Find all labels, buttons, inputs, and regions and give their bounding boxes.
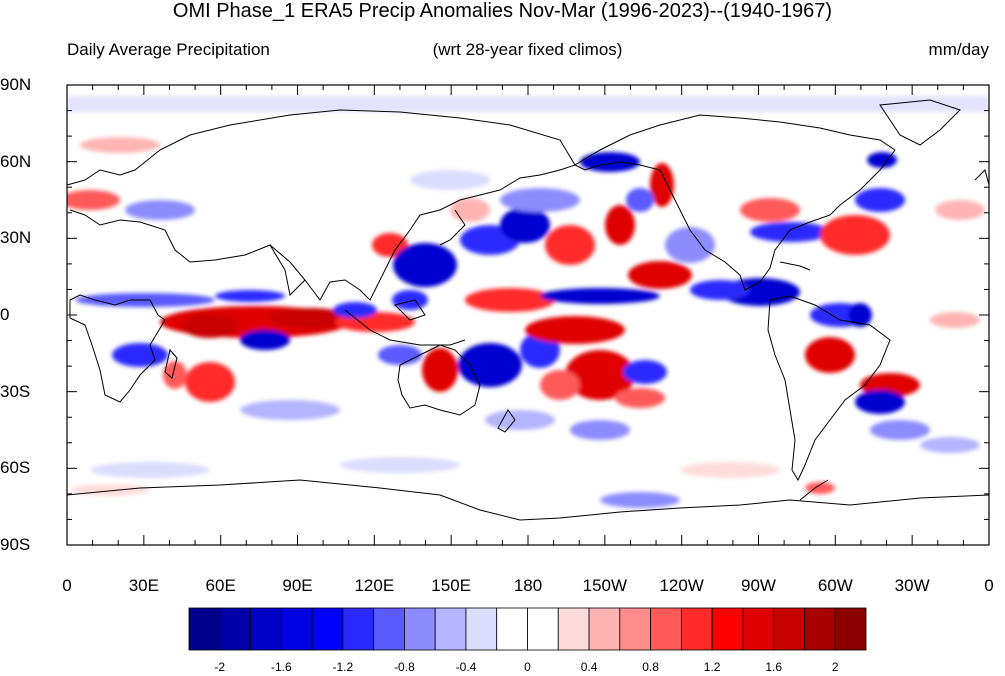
colorbar <box>188 607 867 651</box>
colorbar-swatch <box>496 607 528 651</box>
colorbar-tick-label: 0.4 <box>580 660 598 674</box>
lon-label: 60E <box>205 576 236 595</box>
lat-label: 30N <box>0 228 32 248</box>
colorbar-tick-label: -0.4 <box>455 660 477 674</box>
units-label: mm/day <box>928 40 989 59</box>
colorbar-swatch <box>588 607 621 651</box>
colorbar-swatch <box>404 607 436 651</box>
colorbar-swatch <box>311 607 344 651</box>
lon-label: 30W <box>894 576 930 595</box>
colorbar-tick-label: -1.6 <box>270 660 292 674</box>
lat-label: 60S <box>0 458 31 478</box>
lon-label: 120W <box>659 576 704 595</box>
lon-label: 0 <box>62 576 72 595</box>
colorbar-swatch <box>434 607 467 651</box>
colorbar-swatch <box>250 607 282 651</box>
colorbar-tick-label: -1.2 <box>332 660 354 674</box>
colorbar-swatch <box>680 607 713 651</box>
lon-label: 30E <box>128 576 159 595</box>
subtitle-left: Daily Average Precipitation <box>67 40 270 59</box>
subtitle-center: (wrt 28-year fixed climos) <box>432 40 623 59</box>
colorbar-tick-label: 1.2 <box>703 660 721 674</box>
colorbar-swatch <box>619 607 651 651</box>
colorbar-swatch <box>373 607 405 651</box>
colorbar-swatch <box>742 607 775 651</box>
coastlines <box>67 99 989 521</box>
colorbar-swatch <box>773 607 805 651</box>
axis-ticks <box>66 84 990 546</box>
colorbar-tick-label: 1.6 <box>765 660 783 674</box>
colorbar-tick-label: -0.8 <box>394 660 415 674</box>
lon-label: 150E <box>431 576 471 595</box>
lon-label: 90E <box>282 576 313 595</box>
colorbar-swatch <box>188 607 221 651</box>
colorbar-swatch <box>804 607 836 651</box>
colorbar-tick-label: 0.8 <box>642 660 659 674</box>
colorbar-tick-label: -2 <box>214 660 226 674</box>
colorbar-swatch <box>280 607 313 651</box>
lon-label: 60W <box>817 576 853 595</box>
colorbar-swatch <box>342 607 375 651</box>
lat-label: 60N <box>0 151 32 171</box>
colorbar-swatch <box>465 607 498 651</box>
colorbar-tick-label: 2 <box>831 660 839 674</box>
map-title: OMI Phase_1 ERA5 Precip Anomalies Nov-Ma… <box>172 0 833 22</box>
lon-label: 180 <box>513 576 543 595</box>
lon-label: 150W <box>582 576 628 595</box>
colorbar-swatch <box>711 607 744 651</box>
colorbar-swatch <box>527 607 559 651</box>
colorbar-swatch <box>834 607 867 651</box>
lat-label: 30S <box>0 381 31 401</box>
lat-label: 90S <box>0 535 31 554</box>
lat-label: 0 <box>0 305 10 324</box>
lon-label: 90W <box>741 576 776 595</box>
colorbar-swatch <box>557 607 590 651</box>
lon-label: 0 <box>984 576 994 595</box>
lon-label: 120E <box>354 576 395 595</box>
lat-label: 90N <box>0 75 32 94</box>
colorbar-swatch <box>650 607 682 651</box>
colorbar-swatch <box>219 607 251 651</box>
colorbar-tick-label: 0 <box>524 660 531 674</box>
